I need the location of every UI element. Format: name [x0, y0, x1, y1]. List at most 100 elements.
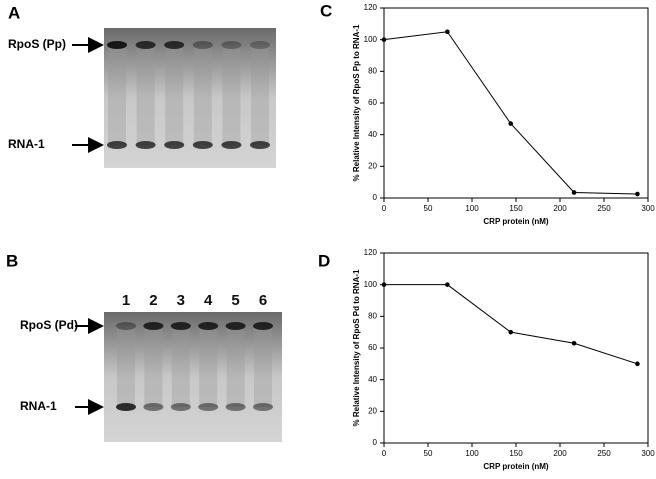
x-tick-label: 150 — [509, 449, 523, 458]
gel-band — [250, 41, 270, 49]
gel-band — [250, 141, 270, 149]
lane-number: 1 — [113, 9, 121, 26]
band-label: RNA-1 — [8, 137, 45, 151]
gel-band — [164, 41, 185, 49]
x-tick-label: 100 — [465, 204, 479, 213]
gel-band — [225, 403, 246, 411]
data-point — [445, 282, 450, 287]
y-tick-label: 120 — [364, 248, 378, 257]
gel-band — [135, 141, 156, 149]
y-tick-label: 100 — [364, 35, 378, 44]
data-point — [381, 37, 387, 42]
lane-number: 5 — [231, 292, 239, 309]
gel-band — [107, 141, 127, 149]
lane-smear — [193, 45, 212, 145]
gel-band — [170, 403, 191, 411]
x-tick-label: 150 — [509, 204, 523, 213]
plot-frame — [383, 7, 649, 199]
lane-smear — [251, 45, 269, 145]
gel-band — [198, 403, 219, 411]
data-point — [635, 191, 640, 197]
panel-label: D — [318, 251, 330, 270]
y-axis-label: % Relative Intensity of RpoS Pp to RNA-1 — [352, 24, 361, 181]
gel-image — [104, 28, 276, 168]
lane-number: 5 — [227, 9, 235, 26]
gel-band — [116, 322, 136, 330]
x-axis-label: CRP protein (nM) — [483, 462, 549, 471]
x-tick-label: 100 — [465, 449, 479, 458]
gel-band — [164, 141, 185, 149]
band-label: RpoS (Pd) — [20, 318, 78, 332]
y-tick-label: 80 — [368, 66, 377, 75]
lane-number: 3 — [170, 9, 178, 26]
plot-frame — [383, 252, 649, 444]
y-tick-label: 60 — [368, 98, 377, 107]
y-tick-label: 40 — [368, 130, 377, 139]
y-tick-label: 20 — [368, 406, 377, 415]
x-tick-label: 250 — [597, 449, 611, 458]
panel-label: C — [320, 1, 332, 20]
data-point — [381, 282, 387, 287]
x-tick-label: 0 — [382, 449, 387, 458]
gel-band — [170, 322, 191, 330]
gel-band — [107, 41, 127, 49]
gel-band — [225, 322, 246, 330]
y-tick-label: 0 — [373, 193, 378, 202]
data-point — [571, 190, 577, 195]
gel-band — [253, 403, 273, 411]
lane-smear — [171, 326, 190, 407]
lane-smear — [226, 326, 245, 407]
lane-smear — [136, 45, 155, 145]
lane-number: 6 — [259, 292, 267, 309]
lane-number: 2 — [141, 9, 149, 26]
lane-smear — [254, 326, 272, 407]
data-point — [445, 29, 450, 35]
gel-band — [192, 141, 213, 149]
lane-smear — [144, 326, 163, 407]
lane-smear — [199, 326, 218, 407]
gel-band — [143, 322, 164, 330]
lane-number: 4 — [199, 9, 208, 26]
lane-number: 3 — [177, 292, 185, 309]
x-tick-label: 300 — [641, 204, 655, 213]
y-tick-label: 20 — [368, 161, 377, 170]
data-point — [571, 340, 577, 346]
x-tick-label: 50 — [424, 204, 433, 213]
gel-band — [135, 41, 156, 49]
lane-smear — [117, 326, 135, 407]
y-tick-label: 80 — [368, 311, 377, 320]
data-point — [635, 361, 640, 367]
y-tick-label: 40 — [368, 375, 377, 384]
lane-number: 4 — [204, 292, 213, 309]
data-line — [383, 31, 638, 195]
panel-label: B — [6, 251, 18, 270]
gel-image — [104, 312, 282, 442]
band-label: RpoS (Pp) — [8, 37, 66, 51]
data-point — [508, 121, 514, 126]
x-tick-label: 50 — [424, 449, 433, 458]
gel-band — [192, 41, 213, 49]
data-point — [508, 329, 514, 335]
gel-band — [221, 141, 242, 149]
lane-number: 2 — [149, 292, 157, 309]
gel-band — [198, 322, 219, 330]
data-line — [384, 284, 638, 365]
x-tick-label: 300 — [641, 449, 655, 458]
x-tick-label: 200 — [553, 449, 567, 458]
band-label: RNA-1 — [20, 399, 57, 413]
y-tick-label: 120 — [364, 3, 378, 12]
x-axis-label: CRP protein (nM) — [483, 217, 549, 226]
y-tick-label: 0 — [373, 438, 378, 447]
x-tick-label: 200 — [553, 204, 567, 213]
lane-smear — [165, 45, 184, 145]
y-axis-label: % Relative Intensity of RpoS Pd to RNA-1 — [352, 269, 361, 426]
lane-smear — [222, 45, 241, 145]
y-tick-label: 100 — [364, 280, 378, 289]
gel-band — [253, 322, 273, 330]
x-tick-label: 0 — [382, 204, 387, 213]
lane-number: 6 — [256, 9, 264, 26]
panel-label: A — [8, 3, 20, 22]
y-tick-label: 60 — [368, 343, 377, 352]
lane-smear — [108, 45, 126, 145]
